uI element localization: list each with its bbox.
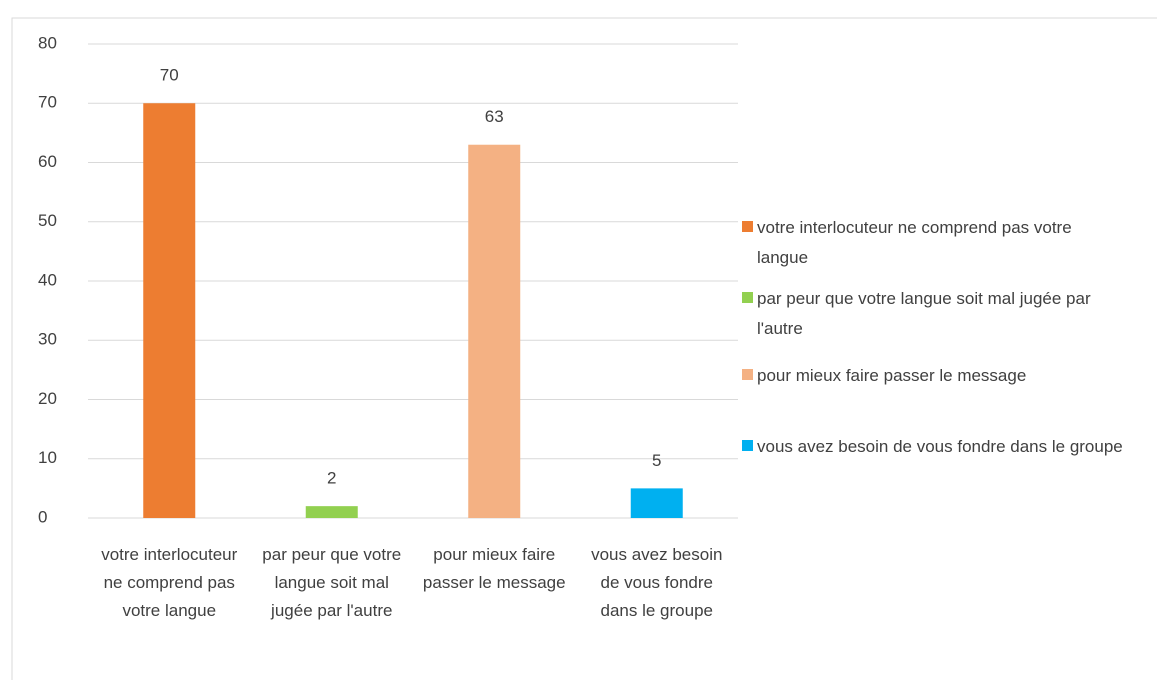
x-tick-label: par peur que votre langue soit mal jugée…	[262, 545, 402, 620]
y-tick-label: 70	[38, 93, 57, 112]
legend-item: vous avez besoin de vous fondre dans le …	[742, 432, 1142, 462]
data-label: 2	[327, 469, 336, 488]
legend-swatch	[742, 440, 753, 451]
chart-border	[11, 17, 1157, 680]
y-tick-label: 30	[38, 330, 57, 349]
x-tick-label: pour mieux faire passer le message	[422, 545, 566, 592]
legend-label: vous avez besoin de vous fondre dans le …	[757, 437, 1123, 456]
x-tick-label: vous avez besoin de vous fondre dans le …	[591, 545, 723, 620]
legend-swatch	[742, 221, 753, 232]
y-tick-label: 0	[38, 507, 47, 526]
bar	[305, 506, 358, 518]
legend-label: par peur que votre langue soit mal jugée…	[757, 289, 1091, 338]
legend-swatch	[742, 369, 753, 380]
legend-label: pour mieux faire passer le message	[757, 366, 1027, 385]
data-label: 70	[160, 66, 179, 85]
legend-item: par peur que votre langue soit mal jugée…	[742, 284, 1142, 344]
data-label: 63	[485, 107, 504, 126]
y-tick-label: 50	[38, 211, 57, 230]
y-tick-label: 20	[38, 389, 57, 408]
bar	[143, 103, 196, 518]
y-tick-label: 10	[38, 448, 57, 467]
bar	[468, 144, 521, 518]
legend-label: votre interlocuteur ne comprend pas votr…	[757, 218, 1072, 267]
data-label: 5	[652, 451, 661, 470]
y-tick-label: 60	[38, 152, 57, 171]
x-tick-label: votre interlocuteur ne comprend pas votr…	[101, 545, 238, 620]
bar	[630, 488, 683, 518]
y-tick-label: 40	[38, 270, 57, 289]
legend-item: votre interlocuteur ne comprend pas votr…	[742, 213, 1142, 273]
y-tick-label: 80	[38, 33, 57, 52]
legend-swatch	[742, 292, 753, 303]
legend-item: pour mieux faire passer le message	[742, 361, 1142, 391]
